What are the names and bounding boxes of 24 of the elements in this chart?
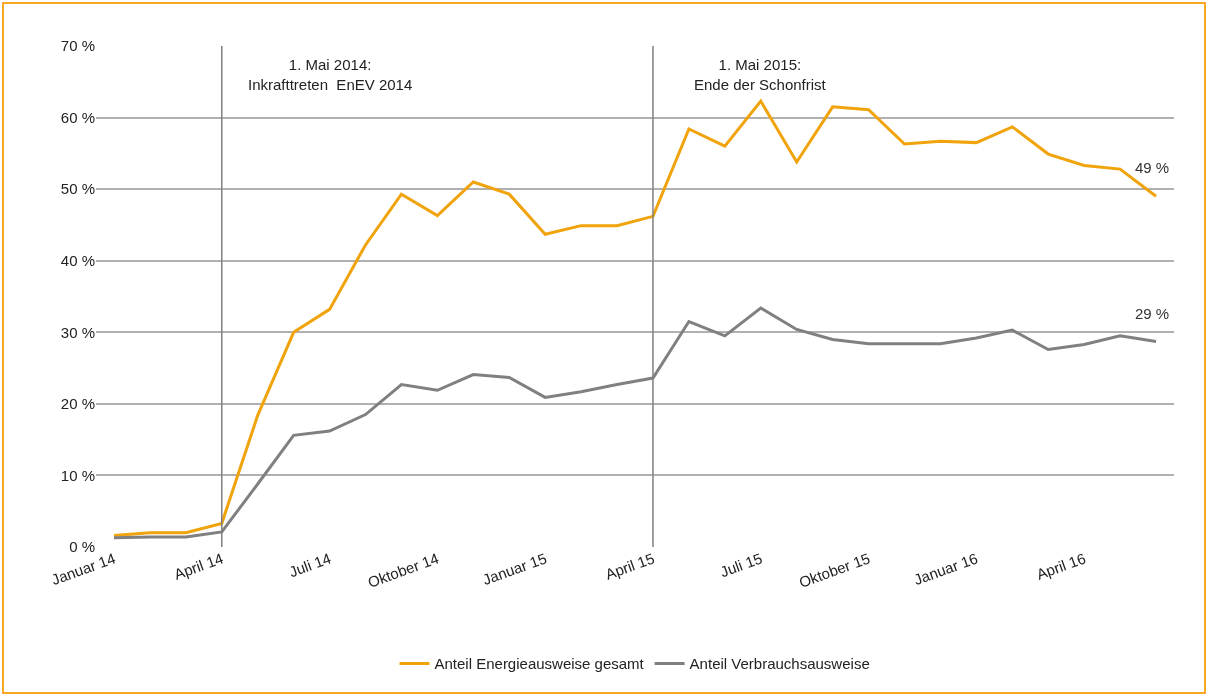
- y-tick-label: 30 %: [60, 323, 95, 341]
- y-tick-label: 20 %: [60, 395, 95, 413]
- x-tick-label: Juli 14: [286, 549, 334, 581]
- ref-line-label: 1. Mai 2015: Ende der Schonfrist: [694, 56, 827, 93]
- data-label: 49 %: [1135, 159, 1170, 176]
- x-tick-label: April 16: [1034, 549, 1088, 583]
- x-tick-label: Juli 15: [717, 549, 765, 581]
- y-tick-label: 10 %: [60, 466, 95, 484]
- x-tick-label: April 14: [171, 549, 226, 583]
- x-tick-label: Januar 15: [480, 549, 549, 589]
- data-label: 29 %: [1135, 305, 1170, 322]
- y-tick-label: 50 %: [60, 180, 95, 198]
- x-tick-label: April 15: [602, 549, 657, 583]
- x-tick-label: Januar 16: [911, 549, 980, 589]
- y-tick-label: 70 %: [60, 37, 95, 55]
- legend-label: Anteil Energieausweise gesamt: [434, 655, 645, 673]
- line-series: [112, 99, 1158, 538]
- x-tick-label: Oktober 15: [796, 549, 873, 591]
- y-tick-label: 40 %: [60, 251, 95, 269]
- y-tick-label: 60 %: [60, 108, 95, 126]
- ref-line-label: 1. Mai 2014: Inkrafttreten EnEV 2014: [248, 56, 413, 93]
- x-tick-label: Oktober 14: [365, 549, 441, 591]
- y-tick-label: 0 %: [69, 538, 95, 556]
- legend-label: Anteil Verbrauchsausweise: [689, 655, 870, 673]
